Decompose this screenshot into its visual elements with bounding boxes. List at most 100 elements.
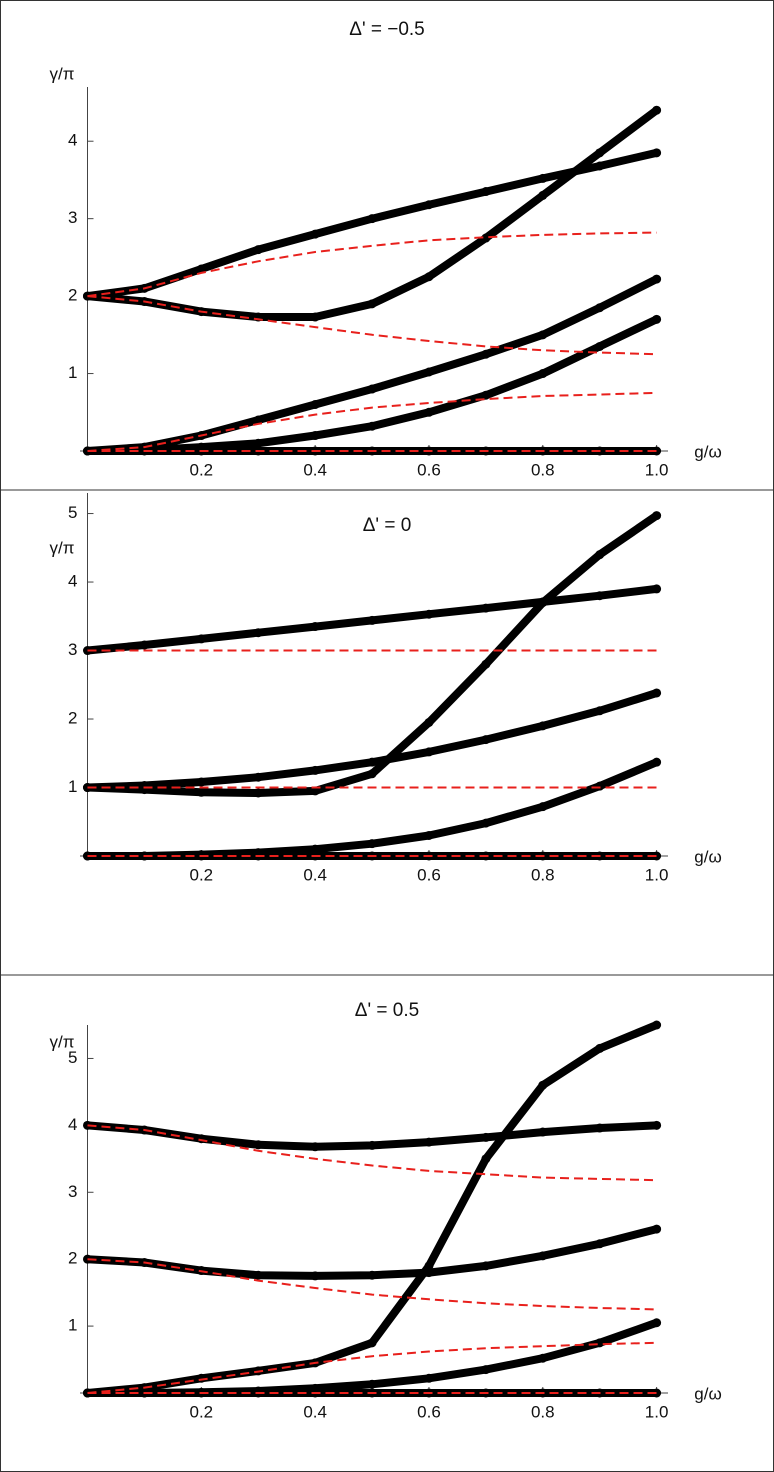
x-tick-label: 0.2 <box>190 865 214 884</box>
y-tick-label: 3 <box>68 1182 77 1201</box>
data-point <box>424 1138 433 1147</box>
data-point <box>368 1380 377 1389</box>
y-tick-label: 3 <box>68 208 77 227</box>
y-tick-label: 4 <box>68 131 77 150</box>
x-tick-label: 0.4 <box>303 460 327 479</box>
data-point <box>652 1121 661 1130</box>
data-point <box>652 1021 661 1030</box>
data-point <box>311 431 320 440</box>
curve <box>88 110 657 317</box>
data-point <box>481 1154 490 1163</box>
dashed-curve <box>88 1259 657 1309</box>
data-point <box>652 1318 661 1327</box>
data-point <box>481 1365 490 1374</box>
data-point <box>424 610 433 619</box>
data-point <box>424 1374 433 1383</box>
x-tick-label: 0.8 <box>531 865 555 884</box>
data-point <box>368 1141 377 1150</box>
data-point <box>311 230 320 239</box>
data-point <box>538 802 547 811</box>
data-point <box>197 778 206 787</box>
data-point <box>652 584 661 593</box>
data-point <box>424 368 433 377</box>
data-point <box>481 1133 490 1142</box>
data-point <box>254 439 263 448</box>
data-point <box>538 369 547 378</box>
x-tick-label: 0.2 <box>190 1402 214 1421</box>
y-tick-label: 4 <box>68 1115 77 1134</box>
x-tick-label: 1.0 <box>645 865 669 884</box>
data-point <box>481 660 490 669</box>
data-point <box>254 773 263 782</box>
data-point <box>538 174 547 183</box>
chart-title: Δ' = −0.5 <box>349 19 424 40</box>
data-point <box>368 385 377 394</box>
data-point <box>311 622 320 631</box>
x-tick-label: 0.6 <box>417 1402 441 1421</box>
data-point <box>424 200 433 209</box>
frame <box>1 1 774 1472</box>
data-point <box>368 769 377 778</box>
data-point <box>368 839 377 848</box>
data-point <box>652 511 661 520</box>
x-tick-label: 0.6 <box>417 460 441 479</box>
y-axis-label: γ/π <box>50 64 75 83</box>
data-point <box>368 422 377 431</box>
data-point <box>311 766 320 775</box>
data-point <box>197 788 206 797</box>
data-point <box>481 187 490 196</box>
data-point <box>652 1225 661 1234</box>
data-point <box>595 1239 604 1248</box>
data-point <box>538 191 547 200</box>
data-point <box>424 718 433 727</box>
y-tick-label: 2 <box>68 1249 77 1268</box>
x-tick-label: 0.8 <box>531 460 555 479</box>
y-tick-label: 1 <box>68 777 77 796</box>
data-point <box>652 148 661 157</box>
x-tick-label: 0.4 <box>303 865 327 884</box>
data-point <box>254 245 263 254</box>
x-tick-label: 1.0 <box>645 460 669 479</box>
data-point <box>254 628 263 637</box>
chart-title: Δ' = 0 <box>363 515 412 536</box>
curve <box>88 1025 657 1393</box>
data-point <box>254 1140 263 1149</box>
figure: Δ' = −0.5 γ/π g/ω 0.2 0.4 0.6 0.8 1.0 1 2 3 4 Δ' = 0… <box>0 0 774 1472</box>
curve <box>88 516 657 793</box>
data-point <box>424 747 433 756</box>
data-point <box>595 591 604 600</box>
data-point <box>595 550 604 559</box>
data-point <box>538 721 547 730</box>
y-axis-label: γ/π <box>50 538 75 557</box>
data-point <box>424 831 433 840</box>
data-point <box>424 272 433 281</box>
data-point <box>254 788 263 797</box>
y-tick-label: 1 <box>68 363 77 382</box>
data-point <box>595 303 604 312</box>
data-point <box>424 1261 433 1270</box>
data-point <box>595 706 604 715</box>
y-tick-label: 2 <box>68 709 77 728</box>
data-point <box>424 408 433 417</box>
x-axis-label: g/ω <box>694 847 721 866</box>
data-point <box>254 1271 263 1280</box>
data-point <box>652 275 661 284</box>
data-point <box>311 313 320 322</box>
data-point <box>368 299 377 308</box>
data-point <box>197 1134 206 1143</box>
x-axis-label: g/ω <box>694 442 721 461</box>
data-point <box>368 214 377 223</box>
dashed-curve <box>88 233 657 297</box>
data-point <box>481 604 490 613</box>
data-point <box>652 315 661 324</box>
data-point <box>368 1338 377 1347</box>
data-point <box>311 400 320 409</box>
data-point <box>595 1044 604 1053</box>
y-tick-label: 1 <box>68 1316 77 1335</box>
x-tick-label: 0.2 <box>190 460 214 479</box>
data-point <box>652 688 661 697</box>
data-point <box>538 598 547 607</box>
data-point <box>481 819 490 828</box>
x-tick-label: 1.0 <box>645 1402 669 1421</box>
data-point <box>538 1354 547 1363</box>
